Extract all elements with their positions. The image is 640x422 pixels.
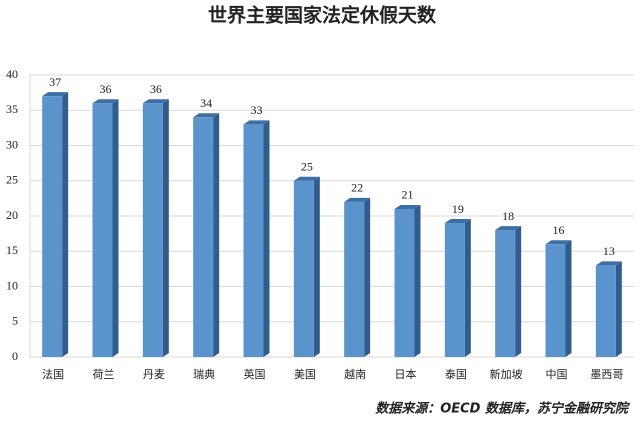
bar-top [42,92,69,97]
bar [193,117,214,357]
x-tick-label: 墨西哥 [590,368,623,381]
data-label: 21 [402,188,414,202]
bar [545,244,566,357]
x-tick-label: 新加坡 [490,367,523,381]
bar [394,208,415,357]
bar-top [92,99,119,104]
bar [293,180,314,357]
y-tick-label: 10 [6,278,18,292]
bar-top [243,120,270,125]
data-label: 25 [301,160,313,174]
data-label: 37 [49,75,61,89]
bar-top [142,99,169,104]
x-tick-label: 泰国 [445,367,467,381]
bar-side [162,99,169,357]
data-label: 34 [200,96,212,110]
x-tick-label: 瑞典 [193,367,215,381]
data-label: 33 [251,103,263,117]
x-tick-label: 荷兰 [93,368,115,381]
x-tick-label: 英国 [244,367,266,381]
bar [142,103,163,357]
bar-top [394,204,421,209]
bar-side [112,99,119,357]
y-tick-label: 40 [6,67,18,81]
bar [92,103,113,357]
bar-top [193,113,220,118]
x-tick-label: 日本 [395,367,417,381]
bar [42,96,63,358]
bar-side [62,92,69,358]
bar-side [263,120,270,357]
bar [444,223,465,357]
y-tick-label: 25 [6,173,18,187]
bar-top [595,261,622,266]
data-label: 36 [150,82,162,96]
x-tick-label: 美国 [294,368,316,381]
x-tick-label: 丹麦 [143,368,165,381]
chart-title: 世界主要国家法定休假天数 [208,4,437,27]
bar-side [565,240,572,357]
y-tick-label: 30 [6,137,18,151]
y-tick-label: 5 [12,314,18,328]
bar-side [213,113,220,357]
y-tick-label: 20 [6,208,18,222]
bar-top [495,226,522,231]
y-tick-label: 15 [6,243,18,257]
data-label: 16 [553,223,565,237]
x-tick-label: 越南 [344,367,366,381]
bar [344,201,365,357]
bar-side [364,197,371,357]
bar-side [414,204,421,357]
bar [243,124,264,357]
data-label: 22 [351,181,363,195]
source-note: 数据来源：OECD 数据库，苏宁金融研究院 [375,401,631,417]
y-tick-label: 35 [6,102,18,116]
bar-side [515,226,522,357]
bar [595,265,616,357]
data-label: 13 [603,244,615,258]
bar-top [344,197,371,202]
bar-top [293,176,320,181]
bar-top [545,240,572,245]
bar-side [464,219,471,357]
bar-side [615,261,622,357]
x-tick-label: 法国 [42,367,64,381]
data-label: 18 [502,209,514,223]
bar-side [313,176,320,357]
data-label: 19 [452,202,464,216]
bar [495,230,516,357]
y-tick-label: 0 [12,349,18,363]
data-label: 36 [100,82,112,96]
bar-top [444,219,471,224]
x-tick-label: 中国 [546,368,568,381]
